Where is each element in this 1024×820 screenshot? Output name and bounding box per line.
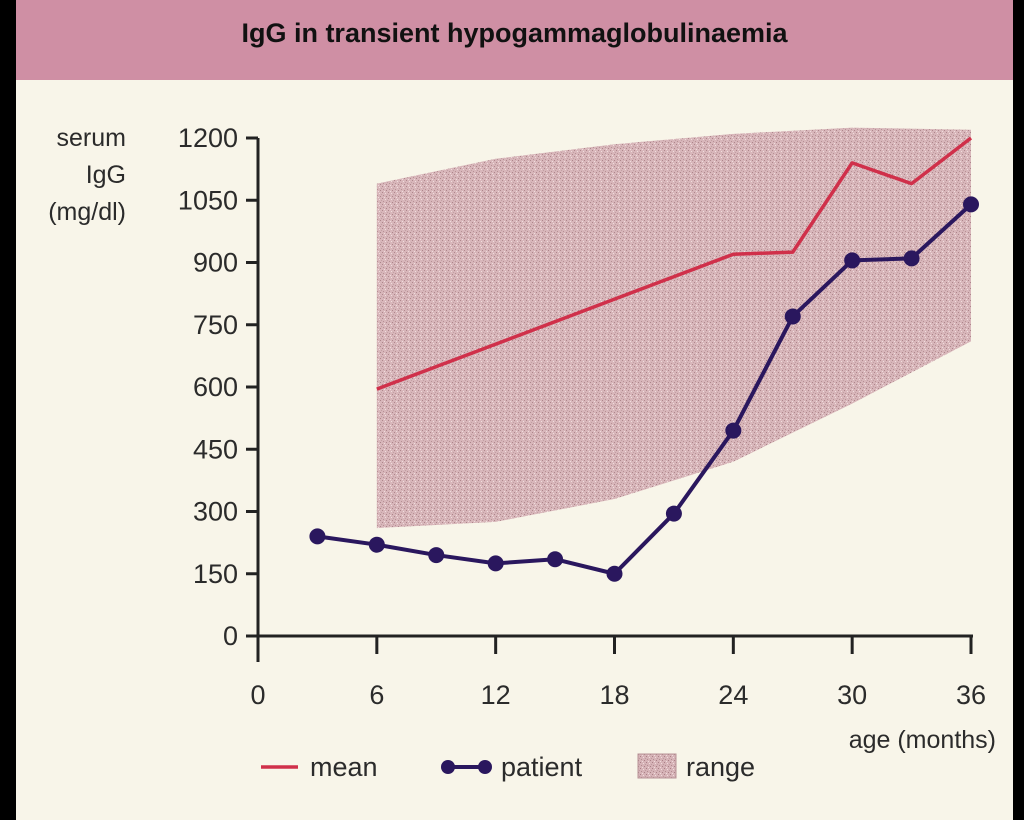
legend-range-label: range — [686, 752, 755, 782]
y-tick-label: 450 — [193, 434, 238, 464]
y-axis-title-line: (mg/dl) — [48, 198, 126, 226]
x-tick-label: 6 — [369, 680, 384, 710]
x-tick-label: 36 — [956, 680, 986, 710]
y-tick-label: 900 — [193, 248, 238, 278]
data-point-patient — [547, 551, 564, 568]
data-point-patient — [784, 308, 801, 325]
series-layer — [309, 136, 979, 582]
series-line-patient — [317, 202, 973, 576]
y-tick-label: 300 — [193, 497, 238, 527]
x-tick-label: 0 — [250, 680, 265, 710]
y-tick-label: 1050 — [178, 185, 238, 215]
x-tick-label: 18 — [599, 680, 629, 710]
data-point-patient — [665, 505, 682, 522]
y-tick-label: 150 — [193, 559, 238, 589]
data-point-patient — [309, 528, 326, 545]
legend: mean patient range — [261, 752, 755, 782]
y-tick-label: 0 — [223, 621, 238, 651]
data-point-patient — [844, 252, 861, 269]
chart-figure: IgG in transient hypogammaglobulinaemia … — [16, 0, 1013, 820]
data-point-patient — [606, 565, 623, 582]
labels-layer: 0 150 300 450 600 750 900 1050 1200 0 6 12 18 24 30 36 s… — [48, 123, 996, 754]
y-axis-title-line: IgG — [86, 161, 126, 189]
range-band-layer — [376, 127, 971, 529]
chart-plot: 0 150 300 450 600 750 900 1050 1200 0 6 12 18 24 30 36 s… — [48, 123, 996, 782]
data-point-patient — [725, 422, 742, 439]
legend-mean-label: mean — [310, 752, 378, 782]
series-line-mean — [376, 136, 973, 391]
legend-range-swatch — [637, 753, 677, 779]
x-axis-title: age (months) — [849, 726, 996, 754]
data-point-patient — [428, 547, 445, 564]
y-tick-label: 750 — [193, 310, 238, 340]
legend-patient-marker — [441, 760, 455, 774]
y-tick-label: 600 — [193, 372, 238, 402]
chart-title: IgG in transient hypogammaglobulinaemia — [241, 17, 788, 48]
y-axis-title-line: serum — [57, 124, 126, 152]
axes-layer — [246, 136, 973, 662]
y-tick-label: 1200 — [178, 123, 238, 153]
chart-title-bar: IgG in transient hypogammaglobulinaemia — [16, 0, 1013, 80]
x-tick-label: 30 — [837, 680, 867, 710]
data-point-patient — [487, 555, 504, 572]
legend-patient-marker — [478, 760, 492, 774]
data-point-patient — [963, 196, 979, 213]
data-point-patient — [903, 250, 920, 267]
range-band — [376, 127, 971, 529]
x-tick-label: 24 — [718, 680, 748, 710]
legend-patient-label: patient — [501, 752, 583, 782]
data-point-patient — [368, 536, 385, 553]
x-tick-label: 12 — [481, 680, 511, 710]
